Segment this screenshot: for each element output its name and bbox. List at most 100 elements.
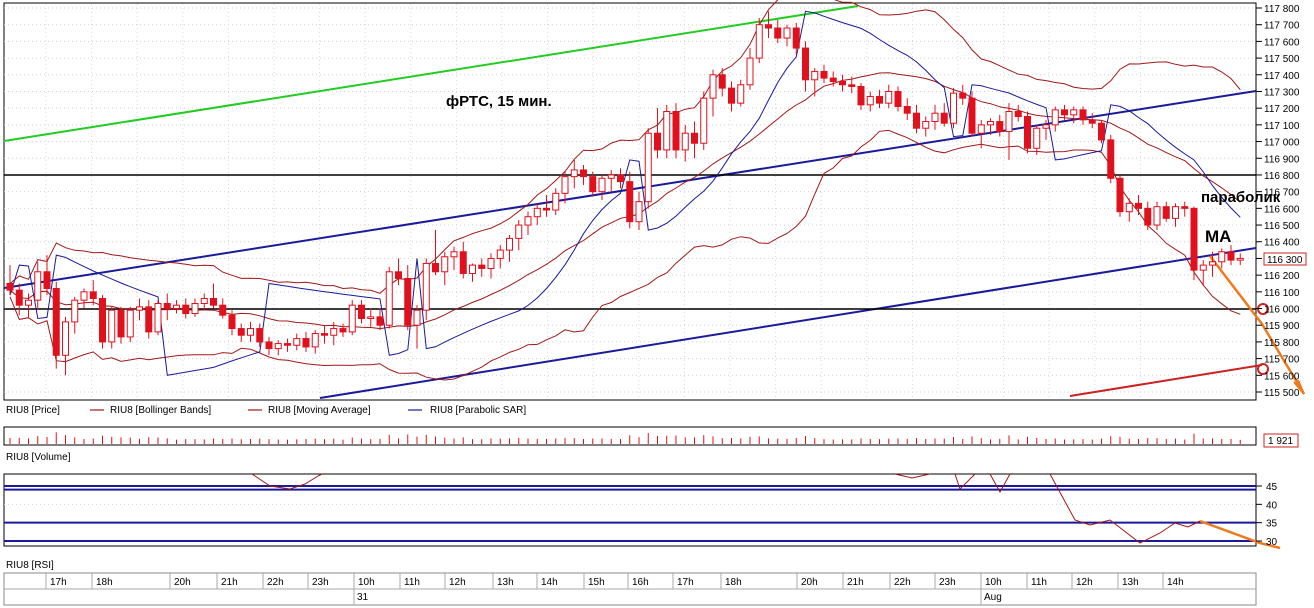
- price-tick-label: 117 200: [1264, 104, 1300, 115]
- candle-up: [1153, 206, 1161, 226]
- rsi-tick-label: 45: [1266, 482, 1278, 493]
- time-tick-label: 12h: [449, 577, 466, 588]
- candle-down: [857, 85, 865, 106]
- candle-up: [422, 262, 430, 311]
- price-tick-label: 115 800: [1264, 338, 1300, 349]
- parabolic-sar-line: [9, 10, 1241, 376]
- legend-rsi: RIU8 [RSI]: [6, 560, 54, 571]
- candle-up: [348, 304, 356, 333]
- candle-down: [228, 314, 236, 330]
- candle-down: [182, 304, 190, 315]
- candle-up: [746, 57, 754, 86]
- candle-down: [839, 80, 846, 86]
- price-legend: RIU8 [Price] RIU8 [Bollinger Bands] RIU8…: [6, 405, 526, 416]
- candle-up: [922, 121, 930, 129]
- time-tick-label: 18h: [96, 577, 113, 588]
- bollinger-and-ma: [9, 0, 1241, 381]
- candle-down: [829, 77, 837, 82]
- candle-up: [755, 24, 763, 59]
- candle-up: [330, 328, 338, 336]
- candle-down: [543, 207, 550, 211]
- candle-down: [691, 132, 698, 144]
- legend-volume: RIU8 [Volume]: [6, 452, 71, 463]
- price-tick-label: 117 500: [1264, 54, 1300, 65]
- candle-down: [672, 111, 680, 151]
- candle-down: [1181, 206, 1189, 209]
- price-tick-label: 115 700: [1264, 355, 1300, 366]
- last-price-box: [1263, 252, 1307, 266]
- candle-up: [681, 132, 689, 151]
- time-tick-label: 16h: [632, 577, 649, 588]
- candle-up: [469, 264, 476, 274]
- candle-up: [496, 249, 504, 259]
- candle-down: [765, 24, 772, 29]
- candle-down: [774, 27, 782, 39]
- candle-down: [940, 112, 948, 124]
- time-tick-label: 13h: [497, 577, 514, 588]
- candle-down: [1116, 177, 1124, 213]
- candle-up: [34, 271, 42, 301]
- time-tick-label: 21h: [847, 577, 864, 588]
- candle-up: [1236, 257, 1244, 261]
- rsi-panel-frame: [3, 473, 1257, 547]
- price-tick-label: 116 400: [1264, 238, 1300, 249]
- candle-up: [108, 309, 116, 343]
- candle-down: [89, 291, 97, 300]
- time-tick-label: 10h: [358, 577, 375, 588]
- time-tick-label: 14h: [1167, 577, 1184, 588]
- candle-up: [598, 177, 606, 193]
- candle-up: [247, 328, 254, 336]
- rsi-grid: [4, 485, 1256, 542]
- time-tick-label: 17h: [677, 577, 694, 588]
- candle-up: [1199, 264, 1207, 271]
- candle-up: [25, 299, 32, 306]
- candle-down: [1014, 111, 1022, 118]
- chart-title-annotation: фРТС, 15 мин.: [446, 93, 552, 110]
- candle-down: [968, 97, 976, 134]
- candle-down: [302, 338, 310, 348]
- legend-bollinger: RIU8 [Bollinger Bands]: [110, 405, 211, 416]
- candle-up: [274, 343, 282, 350]
- candle-up: [635, 201, 643, 223]
- time-tick-label: 21h: [221, 577, 238, 588]
- candle-down: [820, 70, 828, 79]
- candle-down: [432, 262, 439, 273]
- candle-down: [1162, 206, 1170, 219]
- red-support-line: [1069, 364, 1263, 397]
- candle-down: [339, 328, 347, 333]
- candle-up: [524, 216, 532, 226]
- candle-down: [580, 169, 587, 178]
- candle-down: [210, 298, 217, 306]
- candle-up: [191, 303, 199, 315]
- candle-down: [321, 333, 328, 336]
- candle-up: [1051, 109, 1059, 126]
- candle-down: [219, 304, 227, 316]
- candle-down: [459, 251, 467, 274]
- time-tick-label: 12h: [1076, 577, 1093, 588]
- candle-down: [1098, 122, 1105, 141]
- price-tick-label: 117 400: [1264, 71, 1300, 82]
- price-tick-label: 117 600: [1264, 37, 1300, 48]
- date-tick-label: 31: [357, 592, 369, 603]
- candle-down: [43, 271, 51, 289]
- rsi-tick-label: 35: [1266, 519, 1278, 530]
- candle-down: [1088, 119, 1096, 124]
- time-tick-label: 15h: [588, 577, 605, 588]
- candle-down: [99, 298, 106, 343]
- candle-down: [617, 174, 624, 183]
- price-tick-label: 117 700: [1264, 21, 1300, 32]
- price-tick-label: 116 500: [1264, 221, 1300, 232]
- candle-up: [1209, 261, 1216, 266]
- ma-annotation: МА: [1205, 227, 1231, 246]
- candle-down: [996, 121, 1004, 133]
- legend-price: RIU8 [Price]: [6, 405, 60, 416]
- legend-parabolic-sar: RIU8 [Parabolic SAR]: [430, 405, 526, 416]
- candle-up: [173, 304, 180, 310]
- candle-down: [589, 176, 597, 193]
- candle-down: [959, 92, 967, 99]
- candle-down: [163, 303, 171, 310]
- lower-channel-line: [319, 247, 1257, 399]
- candle-up: [709, 74, 717, 99]
- time-tick-label: 23h: [939, 577, 956, 588]
